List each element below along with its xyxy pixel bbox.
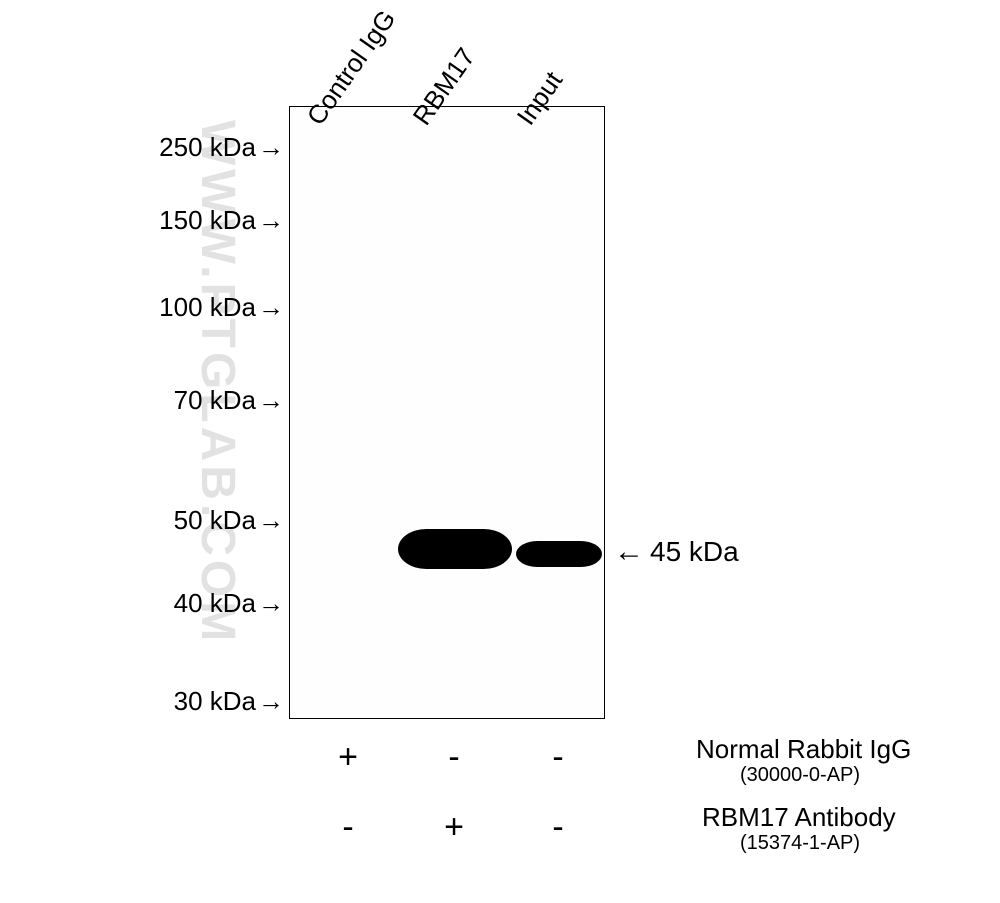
treatment-r2-l1: - xyxy=(328,808,368,847)
arrow-right-icon: → xyxy=(258,686,284,717)
mw-marker-40: 40 kDa→ xyxy=(158,588,284,619)
mw-marker-label: 150 kDa xyxy=(159,205,256,235)
treatment-r1-l3: - xyxy=(538,738,578,777)
mw-marker-label: 100 kDa xyxy=(159,292,256,322)
band-input xyxy=(516,541,602,567)
arrow-right-icon: → xyxy=(258,588,284,619)
mw-marker-150: 150 kDa→ xyxy=(158,205,284,236)
arrow-right-icon: → xyxy=(258,505,284,536)
mw-marker-100: 100 kDa→ xyxy=(158,292,284,323)
arrow-right-icon: → xyxy=(258,132,284,163)
arrow-right-icon: → xyxy=(258,205,284,236)
mw-marker-label: 30 kDa xyxy=(174,686,256,716)
treatment-r1-sub: (30000-0-AP) xyxy=(740,764,860,787)
watermark-text: WWW.PTGLAB.COM xyxy=(190,120,245,645)
mw-marker-250: 250 kDa→ xyxy=(158,132,284,163)
treatment-r2-label: RBM17 Antibody xyxy=(702,802,896,833)
mw-marker-label: 70 kDa xyxy=(174,385,256,415)
band-rbm17 xyxy=(398,529,512,569)
treatment-r2-l2: + xyxy=(434,808,474,847)
mw-marker-50: 50 kDa→ xyxy=(158,505,284,536)
band-annotation-text: 45 kDa xyxy=(650,536,739,567)
treatment-r1-l1: + xyxy=(328,738,368,777)
mw-marker-label: 50 kDa xyxy=(174,505,256,535)
mw-marker-label: 250 kDa xyxy=(159,132,256,162)
mw-marker-label: 40 kDa xyxy=(174,588,256,618)
mw-marker-70: 70 kDa→ xyxy=(158,385,284,416)
arrow-left-icon: ← xyxy=(614,537,644,567)
arrow-right-icon: → xyxy=(258,292,284,323)
blot-region xyxy=(289,106,605,719)
treatment-r2-sub: (15374-1-AP) xyxy=(740,832,860,855)
mw-marker-30: 30 kDa→ xyxy=(158,686,284,717)
band-annotation: ←45 kDa xyxy=(614,536,739,568)
treatment-r2-l3: - xyxy=(538,808,578,847)
treatment-r1-l2: - xyxy=(434,738,474,777)
figure-canvas: WWW.PTGLAB.COM 250 kDa→ 150 kDa→ 100 kDa… xyxy=(0,0,1000,903)
arrow-right-icon: → xyxy=(258,385,284,416)
treatment-r1-label: Normal Rabbit IgG xyxy=(696,734,911,765)
